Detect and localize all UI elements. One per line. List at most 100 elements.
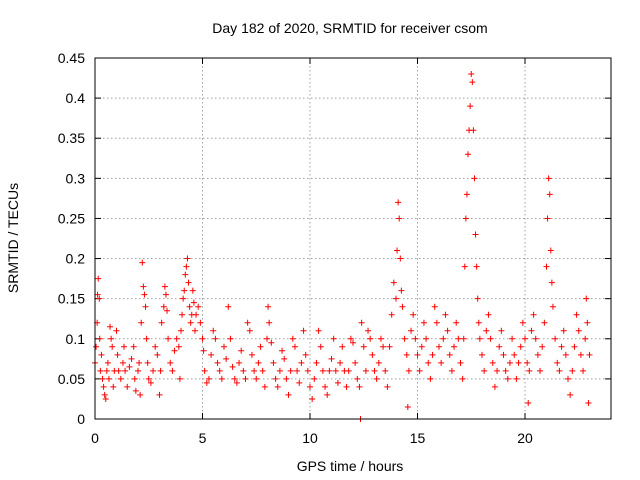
data-point — [584, 319, 591, 326]
data-point — [150, 367, 157, 374]
data-point — [283, 375, 290, 382]
data-point — [317, 343, 324, 350]
data-point — [272, 375, 279, 382]
data-point — [483, 327, 490, 334]
data-point — [472, 231, 479, 238]
data-point — [541, 319, 548, 326]
data-point — [494, 367, 501, 374]
data-point — [126, 363, 133, 370]
data-point — [519, 319, 526, 326]
data-point — [199, 335, 206, 342]
data-point — [264, 335, 270, 342]
data-point — [548, 279, 555, 286]
data-point — [183, 263, 190, 270]
data-point — [360, 343, 367, 350]
data-point — [315, 327, 322, 334]
data-point — [110, 383, 117, 390]
data-point — [99, 375, 106, 382]
data-point — [313, 359, 320, 366]
data-point — [543, 263, 550, 270]
data-point — [285, 391, 292, 398]
data-point — [105, 375, 112, 382]
data-point — [311, 375, 318, 382]
gridlines — [95, 58, 611, 419]
data-point — [279, 347, 286, 354]
data-point — [569, 367, 576, 374]
data-point — [248, 351, 255, 358]
data-point — [319, 367, 326, 374]
data-point — [423, 335, 430, 342]
data-point — [203, 379, 210, 386]
data-point — [420, 319, 427, 326]
data-point — [337, 359, 344, 366]
data-point — [429, 351, 436, 358]
data-point — [185, 279, 192, 286]
data-point — [270, 359, 277, 366]
data-point — [253, 375, 260, 382]
data-point — [403, 351, 410, 358]
data-point — [440, 335, 447, 342]
data-point — [102, 395, 109, 402]
data-point — [255, 359, 262, 366]
data-point — [384, 383, 391, 390]
data-point — [326, 367, 333, 374]
data-point — [371, 367, 378, 374]
data-point — [485, 311, 492, 318]
data-point — [231, 375, 238, 382]
data-point — [462, 215, 469, 222]
data-point — [144, 359, 151, 366]
data-point — [448, 367, 455, 374]
data-point — [526, 367, 533, 374]
data-point — [233, 379, 240, 386]
data-point — [274, 383, 281, 390]
data-point — [350, 339, 356, 346]
data-point — [455, 335, 462, 342]
data-point — [390, 279, 397, 286]
data-point — [534, 351, 541, 358]
data-point — [208, 351, 215, 358]
data-point — [135, 367, 141, 374]
data-point — [444, 327, 451, 334]
data-point — [164, 307, 171, 314]
y-tick-label: 0 — [77, 411, 85, 427]
data-point — [96, 295, 103, 302]
data-point — [328, 355, 335, 362]
data-point — [147, 379, 154, 386]
data-point — [210, 327, 217, 334]
data-point — [114, 351, 121, 358]
data-point — [131, 375, 138, 382]
data-point — [558, 343, 565, 350]
data-point — [476, 335, 483, 342]
data-point — [469, 79, 476, 86]
data-point — [113, 327, 120, 334]
data-point — [334, 379, 341, 386]
y-tick-label: 0.45 — [58, 50, 85, 66]
data-point — [393, 295, 399, 302]
data-point — [474, 295, 481, 302]
data-point — [401, 335, 408, 342]
data-point — [223, 355, 230, 362]
data-point — [388, 311, 395, 318]
data-point — [298, 359, 305, 366]
data-point — [197, 319, 204, 326]
data-point — [189, 287, 196, 294]
data-point — [261, 383, 268, 390]
data-point — [489, 359, 496, 366]
data-point — [154, 351, 161, 358]
data-point — [268, 339, 275, 346]
data-point — [236, 359, 243, 366]
data-point — [201, 367, 208, 374]
data-point — [119, 359, 126, 366]
data-point — [157, 367, 164, 374]
data-point — [180, 295, 187, 302]
data-point — [182, 271, 189, 278]
data-point — [332, 367, 339, 374]
data-point — [511, 351, 518, 358]
data-point — [539, 343, 546, 350]
data-point — [227, 335, 234, 342]
data-point — [425, 359, 432, 366]
y-tick-label: 0.2 — [66, 251, 86, 267]
data-point — [382, 367, 389, 374]
data-point — [100, 383, 107, 390]
data-point — [473, 263, 480, 270]
